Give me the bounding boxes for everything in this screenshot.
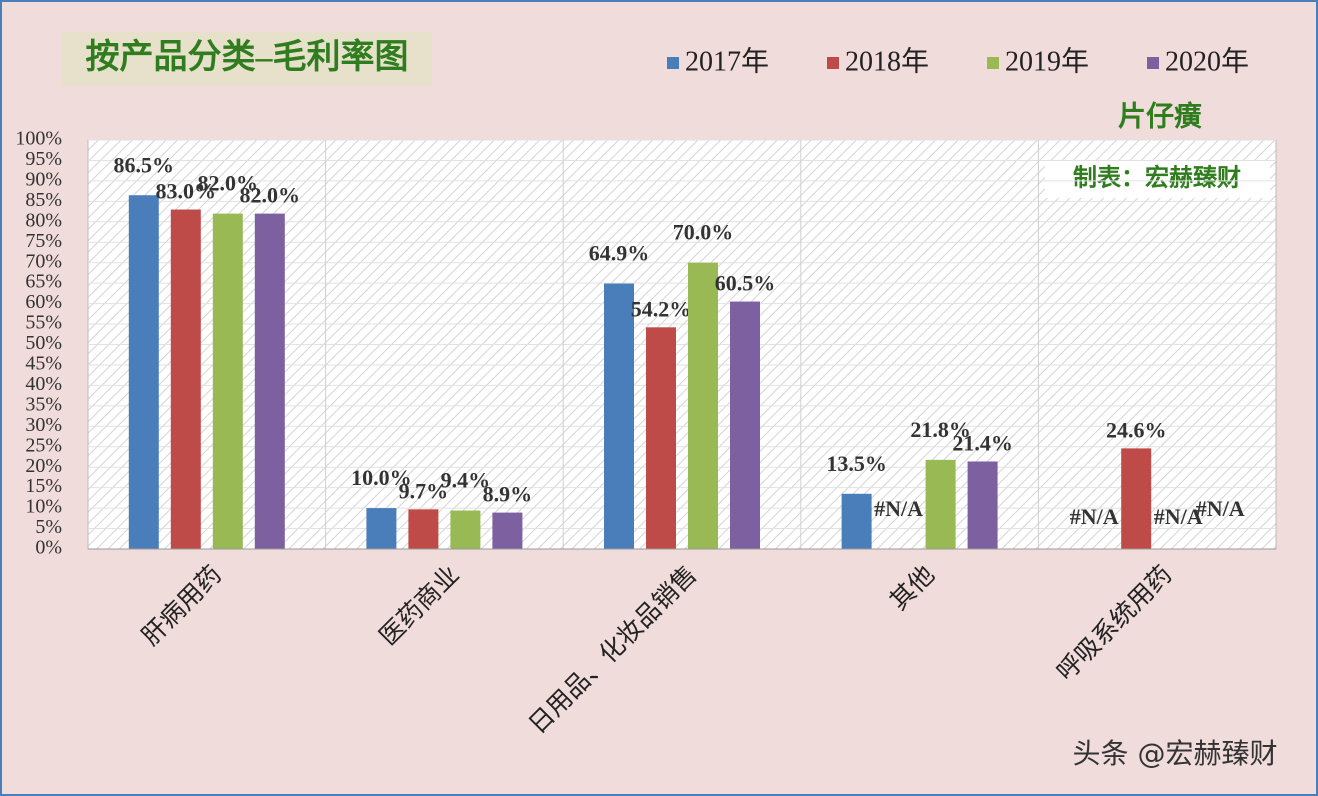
y-tick-label: 0% — [35, 537, 62, 559]
legend-label: 2018年 — [845, 45, 929, 77]
bar — [408, 509, 439, 549]
bar — [450, 510, 481, 549]
bar — [212, 213, 243, 549]
value-label: 8.9% — [483, 482, 533, 507]
value-label: 54.2% — [631, 296, 692, 321]
value-label: #N/A — [1196, 496, 1245, 521]
title-box — [62, 32, 432, 86]
bar — [925, 459, 956, 549]
bar — [688, 262, 718, 549]
legend-swatch — [667, 57, 679, 69]
y-tick-label: 70% — [25, 250, 62, 272]
y-tick-label: 65% — [25, 271, 62, 293]
value-label: 70.0% — [673, 220, 734, 245]
y-tick-label: 20% — [25, 455, 62, 477]
legend-label: 2019年 — [1005, 45, 1089, 77]
bar — [604, 283, 634, 549]
y-tick-label: 100% — [15, 128, 62, 150]
legend-swatch — [987, 57, 999, 69]
value-label: 82.0% — [198, 171, 259, 196]
bar — [128, 195, 159, 549]
y-tick-label: 5% — [35, 516, 62, 538]
value-label: 13.5% — [826, 451, 887, 476]
bar — [646, 327, 676, 549]
annotation-box — [1045, 160, 1270, 198]
value-label: 82.0% — [240, 183, 301, 208]
value-label: 9.7% — [399, 478, 449, 503]
annotation: 制表：宏赫臻财 — [1073, 164, 1241, 192]
y-tick-label: 60% — [25, 291, 62, 313]
bar — [967, 461, 998, 549]
y-tick-label: 10% — [25, 496, 62, 518]
value-label: 21.4% — [952, 431, 1013, 456]
value-label: #N/A — [874, 496, 923, 521]
y-tick-label: 35% — [25, 393, 62, 415]
y-tick-label: 95% — [25, 148, 62, 170]
legend-label: 2017年 — [685, 45, 769, 77]
value-label: 64.9% — [589, 241, 650, 266]
bar — [492, 512, 523, 549]
bar — [170, 209, 201, 549]
legend-swatch — [1147, 57, 1159, 69]
legend-swatch — [827, 57, 839, 69]
value-label: 24.6% — [1106, 417, 1167, 442]
value-label: 60.5% — [715, 271, 776, 296]
value-label: #N/A — [1070, 504, 1119, 529]
value-label: 10.0% — [351, 465, 412, 490]
bar — [1121, 448, 1152, 549]
y-tick-label: 75% — [25, 230, 62, 252]
bar — [730, 301, 760, 549]
y-tick-label: 80% — [25, 209, 62, 231]
value-label: 21.8% — [910, 417, 971, 442]
y-tick-label: 40% — [25, 373, 62, 395]
watermark: 头条 @宏赫臻财 — [1073, 737, 1278, 770]
chart-title: 按产品分类–毛利率图 — [86, 38, 409, 76]
y-tick-label: 50% — [25, 332, 62, 354]
bar — [841, 493, 872, 549]
value-label: #N/A — [1154, 504, 1203, 529]
legend-label: 2020年 — [1165, 45, 1249, 77]
y-tick-label: 45% — [25, 353, 62, 375]
y-tick-label: 55% — [25, 312, 62, 334]
value-label: 86.5% — [114, 152, 175, 177]
value-label: 9.4% — [441, 468, 491, 493]
y-tick-label: 15% — [25, 475, 62, 497]
value-label: 83.0% — [156, 179, 217, 204]
bar — [254, 213, 285, 549]
y-tick-label: 25% — [25, 434, 62, 456]
y-tick-label: 85% — [25, 189, 62, 211]
annotation: 片仔癀 — [1118, 100, 1202, 132]
y-tick-label: 90% — [25, 168, 62, 190]
bar — [366, 508, 397, 549]
y-tick-label: 30% — [25, 414, 62, 436]
